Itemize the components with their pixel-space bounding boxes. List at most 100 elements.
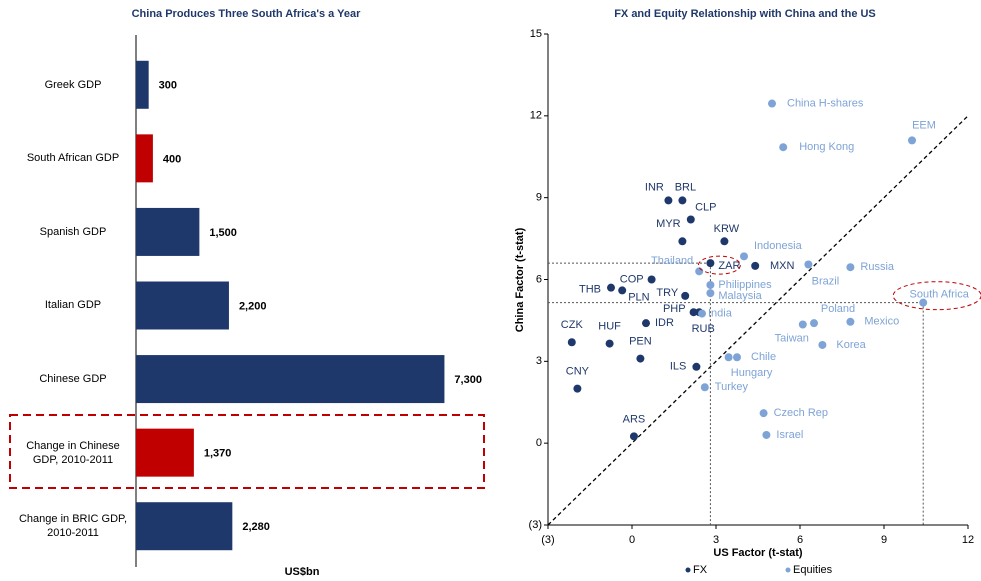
point-label: PLN (628, 291, 649, 303)
point-label: Israel (776, 429, 803, 441)
category-label: Change in BRIC GDP, 2010-2011 (18, 513, 128, 540)
point-label: Korea (836, 339, 866, 351)
point-label: Poland (821, 303, 855, 315)
point (706, 259, 715, 268)
point (629, 432, 638, 441)
point-label: PHP (663, 303, 686, 315)
point-label: India (708, 308, 733, 320)
x-tick-label: 9 (881, 534, 887, 546)
value-label: 2,280 (242, 521, 270, 533)
y-tick-label: 3 (536, 355, 542, 367)
y-tick-label: 6 (536, 273, 542, 285)
point-label: BRL (675, 181, 696, 193)
point-label: INR (645, 181, 664, 193)
point-label: ILS (670, 361, 687, 373)
category-label-box: Change in BRIC GDP, 2010-2011 (18, 513, 128, 540)
point (692, 362, 701, 371)
point (768, 99, 776, 108)
value-label: 400 (163, 153, 181, 165)
bar (136, 355, 445, 404)
bar (136, 60, 149, 109)
category-label: Spanish GDP (39, 225, 107, 238)
legend-marker (685, 567, 691, 573)
point-label: Chile (751, 351, 776, 363)
point-label: CZK (561, 319, 584, 331)
point-label: CNY (566, 366, 590, 378)
point (720, 237, 729, 246)
point (804, 260, 813, 269)
category-label: Greek GDP (44, 78, 102, 91)
y-tick-label: 15 (530, 28, 542, 40)
point (908, 136, 916, 145)
category-label-box: Greek GDP (44, 78, 102, 91)
point (751, 261, 760, 270)
category-label: Chinese GDP (39, 373, 107, 386)
bar (136, 207, 200, 256)
x-axis-label: US$bn (285, 566, 320, 578)
point (695, 267, 704, 276)
point-label: China H-shares (787, 97, 864, 109)
point-label: Hong Kong (799, 141, 854, 153)
chart-title: FX and Equity Relationship with China an… (614, 8, 876, 20)
point-label: COP (620, 273, 644, 285)
legend-marker (785, 567, 791, 573)
point (647, 275, 656, 284)
point (724, 353, 733, 362)
point-label: Malaysia (718, 290, 762, 302)
point (818, 340, 827, 349)
value-label: 7,300 (454, 374, 482, 386)
bar (136, 134, 153, 183)
point-label: HUF (598, 321, 621, 333)
point-label: ZAR (718, 260, 740, 272)
point (798, 320, 807, 329)
point-label: IDR (655, 317, 674, 329)
point (681, 291, 690, 300)
point-label: Indonesia (754, 240, 803, 252)
point (686, 215, 695, 224)
point (759, 409, 768, 418)
point-label: TRY (656, 287, 678, 299)
point-label: Mexico (864, 316, 899, 328)
legend-label: Equities (793, 564, 833, 576)
y-axis-label: China Factor (t-stat) (514, 227, 526, 332)
category-label-box: Italian GDP (44, 299, 102, 312)
point-label: THB (579, 284, 601, 296)
point-label: CLP (695, 201, 716, 213)
point (664, 196, 673, 205)
category-label-box: Chinese GDP (39, 373, 107, 386)
value-label: 300 (159, 80, 177, 92)
point (689, 308, 698, 317)
value-label: 1,370 (204, 448, 232, 460)
category-label: Italian GDP (44, 299, 102, 312)
y-tick-label: (3) (529, 519, 542, 531)
chart-title: China Produces Three South Africa's a Ye… (132, 8, 362, 20)
point-label: Russia (860, 261, 895, 273)
point (700, 383, 709, 392)
point (846, 263, 855, 272)
category-label-box: South African GDP (26, 152, 120, 165)
category-label: South African GDP (26, 152, 120, 165)
point (810, 319, 818, 328)
point (706, 289, 715, 298)
category-label-box: Change in Chinese GDP, 2010-2011 (26, 440, 120, 466)
bar (136, 502, 233, 551)
point (618, 286, 627, 295)
point-label: KRW (714, 223, 740, 235)
x-tick-label: 0 (629, 534, 635, 546)
x-tick-label: 3 (713, 534, 719, 546)
bar (136, 428, 194, 477)
value-label: 2,200 (239, 300, 267, 312)
point (919, 298, 928, 307)
y-tick-label: 12 (530, 110, 542, 122)
point-label: Czech Rep (774, 407, 828, 419)
x-tick-label: 6 (797, 534, 803, 546)
point-label: Turkey (715, 381, 749, 393)
point (740, 252, 748, 261)
point-label: ARS (623, 413, 646, 425)
point-label: Brazil (812, 275, 840, 287)
point (678, 237, 687, 246)
x-tick-label: 12 (962, 534, 974, 546)
point (762, 430, 771, 439)
point (678, 196, 687, 205)
point (846, 317, 855, 326)
